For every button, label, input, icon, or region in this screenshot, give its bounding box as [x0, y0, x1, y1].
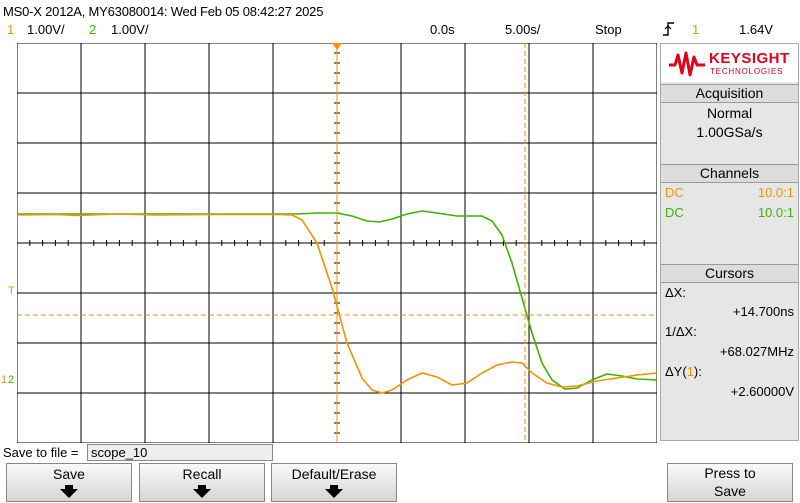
recall-arrow-down-icon	[193, 489, 211, 498]
time-delay[interactable]: 0.0s	[430, 22, 455, 37]
save-softkey[interactable]: Save	[6, 463, 132, 502]
trigger-channel: 1	[692, 22, 700, 37]
ch2-number: 2	[89, 22, 97, 37]
time-scale[interactable]: 5.00s/	[505, 22, 541, 37]
dy-label-pre: ΔY(	[665, 364, 687, 379]
default-erase-softkey[interactable]: Default/Erase	[271, 463, 397, 502]
cursor-inv-dx-value: +68.027MHz	[719, 344, 794, 359]
logo-text: KEYSIGHT	[709, 50, 790, 67]
ch1-probe: 10.0:1	[757, 185, 794, 200]
ch1-scale[interactable]: 1.00V/	[27, 22, 65, 37]
ch1-number: 1	[7, 22, 15, 37]
instrument-title: MS0-X 2012A, MY63080014: Wed Feb 05 08:4…	[3, 4, 324, 19]
dy-label-ch: 1	[686, 364, 694, 379]
logo-subtext: TECHNOLOGIES	[710, 67, 784, 76]
trigger-position-marker	[332, 43, 342, 50]
dy-label-post: ):	[693, 364, 702, 379]
recall-softkey-label: Recall	[182, 466, 222, 482]
run-state: Stop	[595, 22, 622, 37]
press-to-save-softkey[interactable]: Press to Save	[667, 463, 793, 502]
cursor-dx-label: ΔX:	[665, 285, 686, 300]
press-to-label: Press to	[704, 465, 756, 481]
ch1-trace	[16, 213, 658, 394]
acquisition-title: Acquisition	[661, 84, 798, 103]
ch2-coupling: DC	[665, 205, 684, 220]
waveform-graticule	[16, 42, 658, 444]
ch1-ground-marker[interactable]: 1	[1, 374, 8, 386]
ch1-info: DC 10.0:1	[665, 185, 794, 200]
ch2-scale[interactable]: 1.00V/	[111, 22, 149, 37]
acquisition-mode: Normal	[706, 105, 753, 121]
press-save-label: Save	[714, 483, 746, 499]
side-panel: KEYSIGHT TECHNOLOGIES Acquisition Normal…	[660, 43, 799, 441]
save-arrow-icon	[65, 485, 73, 489]
save-arrow-down-icon	[60, 489, 78, 498]
cursor-inv-dx-label: 1/ΔX:	[665, 324, 697, 339]
save-softkey-label: Save	[53, 466, 85, 482]
trigger-level[interactable]: 1.64V	[739, 22, 773, 37]
default-erase-softkey-label: Default/Erase	[291, 466, 377, 482]
save-to-file-label: Save to file =	[3, 445, 79, 460]
trigger-level-marker[interactable]: T	[8, 285, 15, 297]
ch2-probe: 10.0:1	[757, 205, 794, 220]
acquisition-rate: 1.00GSa/s	[696, 124, 763, 140]
save-filename-field[interactable]: scope_10	[87, 444, 273, 461]
keysight-wave-icon	[669, 51, 705, 77]
cursor-dx-value: +14.700ns	[732, 304, 794, 319]
waveform-display[interactable]	[16, 42, 658, 444]
trigger-edge-icon	[662, 20, 676, 38]
cursor-dy-label: ΔY(1):	[665, 364, 702, 379]
recall-arrow-icon	[198, 485, 206, 489]
recall-softkey[interactable]: Recall	[139, 463, 265, 502]
save-bar: Save to file = scope_10	[0, 444, 660, 462]
keysight-logo: KEYSIGHT TECHNOLOGIES	[661, 44, 798, 82]
status-header: MS0-X 2012A, MY63080014: Wed Feb 05 08:4…	[0, 0, 800, 40]
ch2-info: DC 10.0:1	[665, 205, 794, 220]
ch2-ground-marker[interactable]: 2	[8, 374, 15, 386]
cursor-dy-value: +2.60000V	[730, 384, 794, 399]
default-erase-arrow-icon	[330, 485, 338, 489]
ch1-coupling: DC	[665, 185, 684, 200]
channels-title: Channels	[661, 164, 798, 183]
default-erase-arrow-down-icon	[325, 489, 343, 498]
cursors-title: Cursors	[661, 264, 798, 283]
